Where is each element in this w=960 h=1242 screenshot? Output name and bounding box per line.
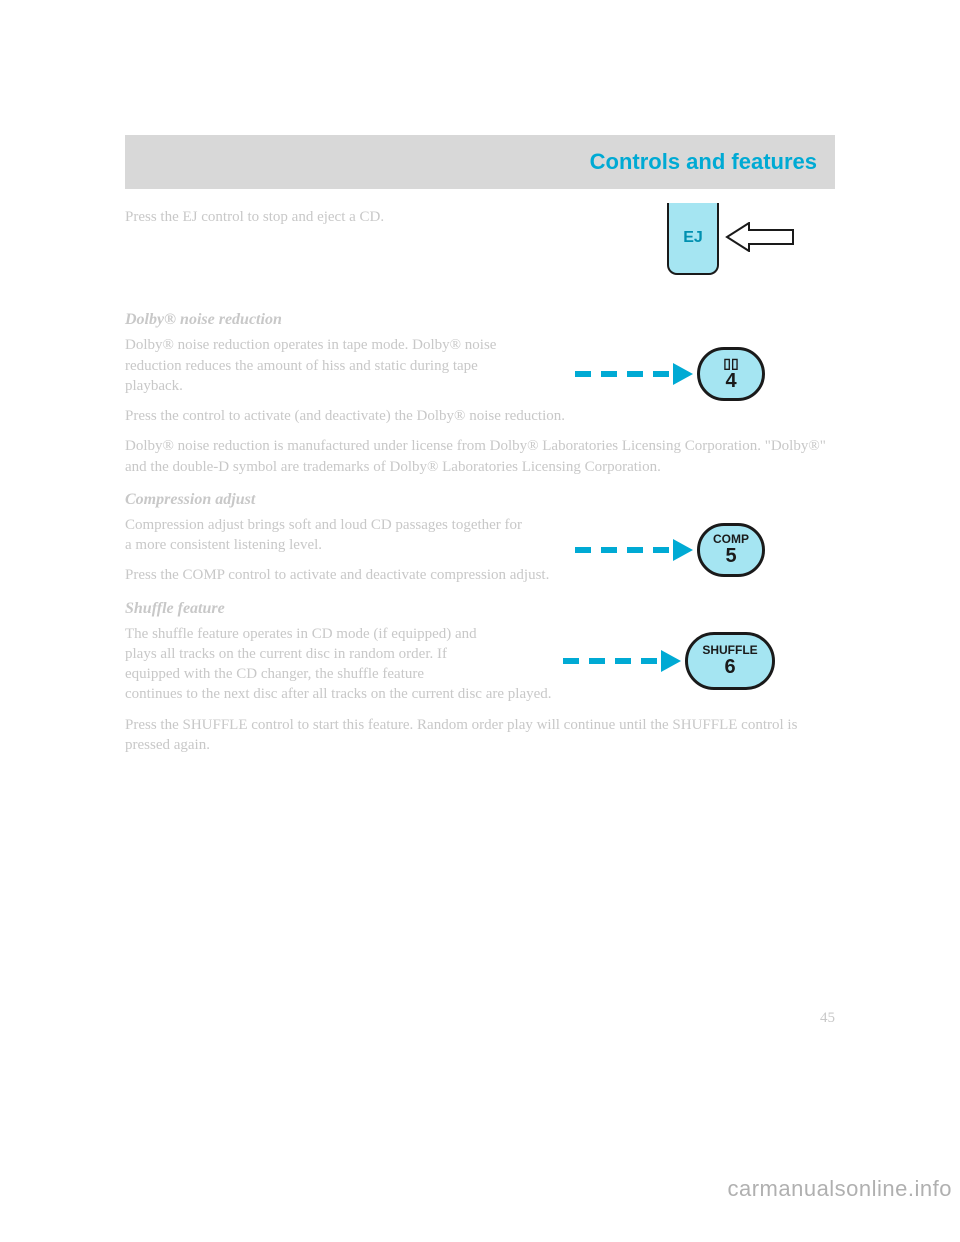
watermark: carmanualsonline.info [727,1176,952,1202]
ej-button-diagram: EJ [667,203,795,275]
shuffle-heading: Shuffle feature [125,600,835,618]
shuffle-button: SHUFFLE 6 [685,632,775,690]
page-header: Controls and features [125,135,835,189]
comp-heading: Compression adjust [125,491,835,509]
shuffle-button-diagram: SHUFFLE 6 [563,632,775,690]
eject-section: EJ Press the EJ control to stop and ejec… [125,207,835,297]
shuffle-p1-text: The shuffle feature operates in CD mode … [125,626,477,683]
dolby-p2: Press the control to activate (and deact… [125,406,835,426]
comp-button-label: COMP [713,533,749,545]
comp-p1: Compression adjust brings soft and loud … [125,515,525,556]
dolby-section: Dolby® noise reduction ▯▯ 4 Dolby® noise… [125,311,835,477]
compression-section: Compression adjust COMP 5 Compression ad… [125,491,835,586]
dolby-icon: ▯▯ [723,356,738,370]
dolby-heading: Dolby® noise reduction [125,311,835,329]
right-hollow-arrow-icon [725,222,795,257]
ej-button: EJ [667,203,719,275]
dolby-button-diagram: ▯▯ 4 [575,347,765,401]
dolby-p3: Dolby® noise reduction is manufactured u… [125,436,835,477]
comp-button-number: 5 [725,545,736,567]
dashed-arrow-icon [575,363,693,385]
dolby-button-number: 4 [725,370,736,392]
dolby-button: ▯▯ 4 [697,347,765,401]
ej-text: Press the EJ control to stop and eject a… [125,207,525,227]
shuffle-section: Shuffle feature SHUFFLE 6 The shuffle fe… [125,600,835,756]
shuffle-button-label: SHUFFLE [702,644,757,656]
comp-button-diagram: COMP 5 [575,523,765,577]
dashed-arrow-icon [563,650,681,672]
shuffle-p2: Press the SHUFFLE control to start this … [125,715,835,756]
shuffle-button-number: 6 [724,656,735,678]
shuffle-p1-start: The shuffle feature operates in CD mode … [125,624,505,685]
ej-button-label: EJ [683,229,703,247]
header-title: Controls and features [590,149,817,174]
dashed-arrow-icon [575,539,693,561]
comp-button: COMP 5 [697,523,765,577]
page-number: 45 [820,1010,835,1027]
dolby-p1: Dolby® noise reduction operates in tape … [125,335,525,396]
